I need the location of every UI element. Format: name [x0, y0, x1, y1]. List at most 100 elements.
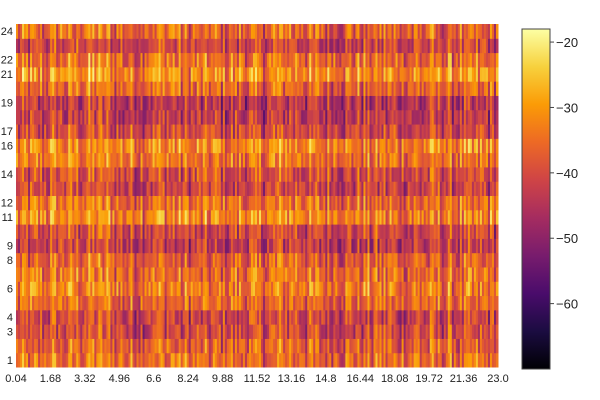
heatmap-cell: [132, 124, 135, 139]
heatmap-cell: [277, 124, 280, 139]
heatmap-cell: [72, 281, 75, 297]
heatmap-cell: [168, 295, 172, 311]
heatmap-cell: [393, 138, 397, 154]
heatmap-cell: [325, 81, 328, 96]
heatmap-cell: [457, 295, 461, 311]
heatmap-cell: [449, 95, 453, 111]
heatmap-cell: [74, 181, 77, 196]
heatmap-cell: [307, 281, 310, 297]
heatmap-cell: [26, 266, 29, 282]
heatmap-cell: [483, 281, 487, 297]
heatmap-cell: [144, 224, 148, 239]
heatmap-cell: [331, 124, 334, 139]
heatmap-cell: [124, 295, 127, 311]
heatmap-cell: [391, 281, 395, 297]
heatmap-cell: [240, 95, 244, 111]
heatmap-cell: [459, 195, 463, 211]
heatmap-cell: [158, 81, 162, 96]
heatmap-cell: [449, 324, 453, 339]
heatmap-cell: [112, 252, 115, 268]
heatmap-cell: [84, 338, 87, 354]
heatmap-cell: [285, 238, 288, 254]
heatmap-cell: [385, 352, 389, 368]
heatmap-cell: [407, 266, 411, 282]
heatmap-cell: [60, 138, 63, 154]
heatmap-cell: [365, 238, 368, 254]
heatmap-cell: [299, 81, 302, 96]
heatmap-cell: [341, 324, 344, 339]
heatmap-cell: [46, 138, 49, 154]
heatmap-cell: [180, 81, 184, 96]
heatmap-cell: [244, 338, 248, 354]
heatmap-cell: [295, 209, 298, 225]
heatmap-cell: [485, 309, 489, 325]
heatmap-cell: [122, 81, 125, 96]
heatmap-cell: [134, 95, 137, 111]
heatmap-cell: [279, 124, 282, 139]
heatmap-cell: [371, 338, 374, 354]
heatmap-cell: [202, 166, 206, 182]
heatmap-cell: [80, 66, 83, 82]
heatmap-cell: [289, 181, 292, 196]
heatmap-cell: [78, 209, 81, 225]
heatmap-cell: [224, 95, 228, 111]
heatmap-cell: [242, 124, 246, 139]
heatmap-cell: [445, 224, 449, 239]
heatmap-cell: [433, 224, 437, 239]
heatmap-cell: [80, 295, 83, 311]
heatmap-cell: [48, 309, 51, 325]
heatmap-cell: [84, 181, 87, 196]
heatmap-cell: [415, 95, 419, 111]
heatmap-cell: [269, 109, 272, 125]
heatmap-cell: [467, 238, 471, 254]
heatmap-cell: [252, 338, 256, 354]
heatmap-cell: [124, 152, 127, 168]
heatmap-cell: [403, 324, 407, 339]
heatmap-cell: [391, 338, 395, 354]
heatmap-cell: [224, 81, 228, 96]
heatmap-cell: [313, 252, 316, 268]
heatmap-cell: [267, 252, 270, 268]
heatmap-cell: [222, 181, 226, 196]
heatmap-cell: [385, 338, 389, 354]
heatmap-cell: [52, 338, 55, 354]
heatmap-cell: [44, 124, 47, 139]
heatmap-cell: [487, 138, 491, 154]
heatmap-cell: [182, 295, 186, 311]
heatmap-cell: [491, 109, 495, 125]
heatmap-cell: [283, 109, 286, 125]
heatmap-cell: [291, 352, 294, 368]
heatmap-cell: [54, 66, 57, 82]
heatmap-cell: [202, 124, 206, 139]
heatmap-cell: [377, 152, 381, 168]
heatmap-cell: [246, 252, 250, 268]
heatmap-cell: [257, 295, 260, 311]
heatmap-cell: [417, 252, 421, 268]
heatmap-cell: [447, 238, 451, 254]
heatmap-cell: [250, 295, 254, 311]
heatmap-cell: [363, 124, 366, 139]
heatmap-cell: [411, 181, 415, 196]
heatmap-cell: [146, 209, 150, 225]
heatmap-cell: [148, 166, 152, 182]
heatmap-cell: [96, 324, 99, 339]
heatmap-cell: [230, 152, 234, 168]
heatmap-cell: [421, 266, 425, 282]
heatmap-cell: [152, 295, 156, 311]
heatmap-cell: [98, 338, 101, 354]
heatmap-cell: [435, 152, 439, 168]
heatmap-cell: [154, 224, 158, 239]
heatmap-cell: [188, 66, 192, 82]
heatmap-cell: [343, 266, 346, 282]
heatmap-cell: [188, 238, 192, 254]
heatmap-cell: [263, 281, 266, 297]
heatmap-cell: [319, 66, 322, 82]
heatmap-cell: [208, 281, 212, 297]
heatmap-cell: [421, 81, 425, 96]
heatmap-cell: [168, 266, 172, 282]
heatmap-cell: [357, 252, 360, 268]
heatmap-cell: [106, 66, 109, 82]
heatmap-cell: [214, 324, 218, 339]
heatmap-cell: [30, 238, 33, 254]
